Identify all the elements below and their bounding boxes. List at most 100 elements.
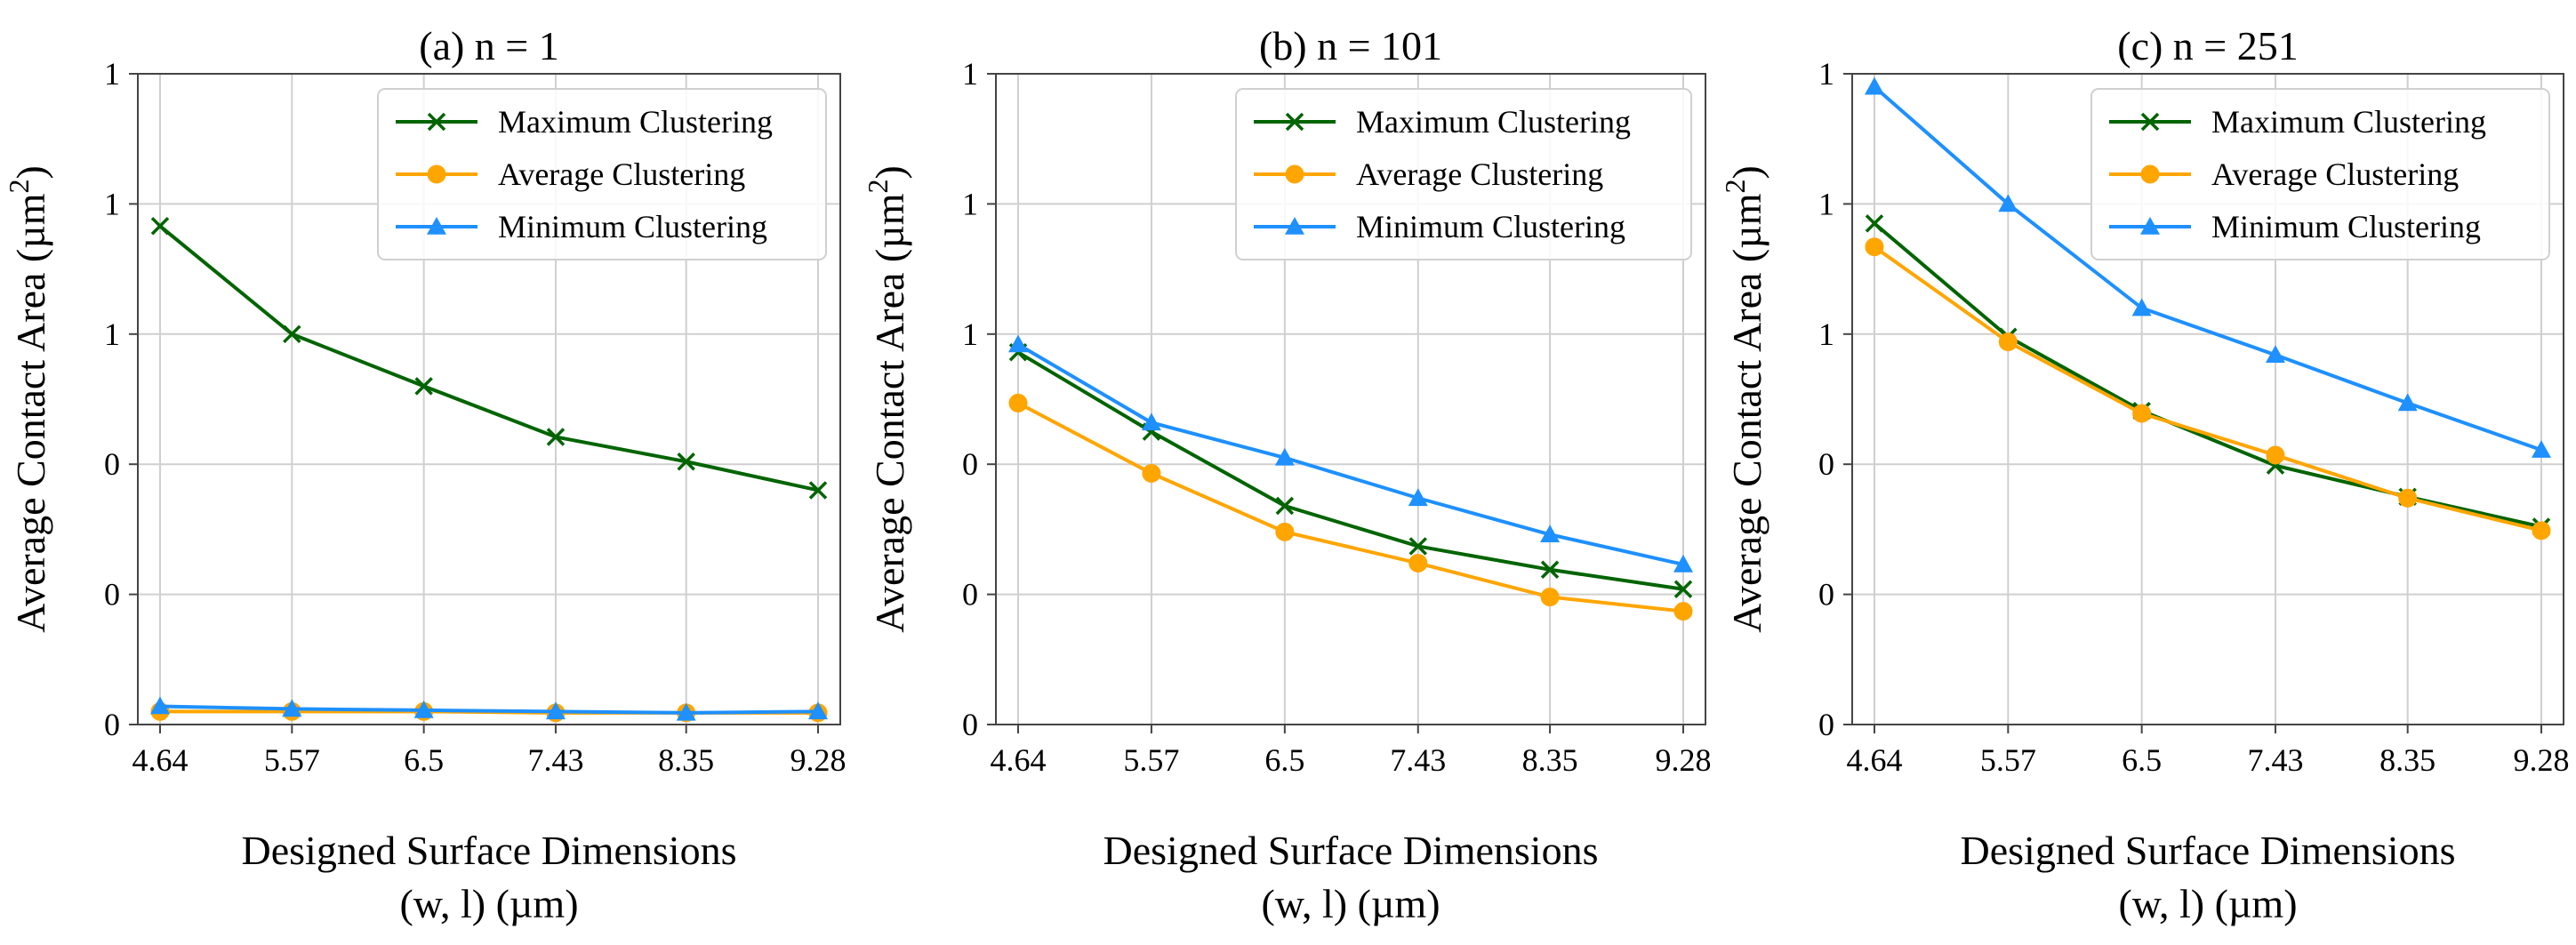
y-tick-label: 1	[1818, 316, 1834, 352]
series-line-minimum-clustering	[1873, 85, 2542, 452]
y-tick-label: 0	[104, 446, 120, 482]
legend-marker-average-clustering	[1285, 164, 1304, 184]
y-tick-label: 0	[1818, 577, 1834, 613]
series-minimum-clustering	[1008, 334, 1693, 573]
series-minimum-clustering	[1865, 76, 2551, 458]
data-point-minimum-clustering	[282, 699, 302, 717]
y-tick-label: 0	[962, 577, 978, 613]
y-axis-label: Average Contact Area (µm2)	[862, 165, 912, 633]
data-point-average-clustering	[2266, 445, 2285, 465]
series-line-maximum-clustering	[1016, 350, 1684, 591]
data-point-average-clustering	[1865, 237, 1884, 257]
legend-marker-average-clustering	[427, 164, 446, 184]
data-point-maximum-clustering	[150, 217, 170, 236]
data-point-minimum-clustering	[676, 702, 696, 721]
data-point-minimum-clustering	[413, 700, 434, 718]
legend-box	[377, 88, 827, 260]
legend-marker-maximum-clustering	[427, 112, 446, 132]
y-axis-label-close: )	[867, 165, 912, 179]
data-point-minimum-clustering	[2265, 345, 2285, 364]
legend-label-minimum-clustering: Minimum Clustering	[1356, 209, 1625, 244]
y-tick-label: 1	[1818, 186, 1834, 221]
y-tick-label: 0	[104, 707, 120, 742]
legend-box	[2090, 88, 2550, 260]
legend: Maximum Clustering Average Clustering Mini…	[377, 88, 827, 260]
x-axis-label-line1: Designed Surface Dimensions	[242, 828, 737, 873]
data-point-maximum-clustering	[283, 324, 301, 344]
y-tick-label: 1	[104, 56, 120, 92]
data-point-minimum-clustering	[1673, 554, 1693, 573]
data-point-minimum-clustering	[1998, 194, 2018, 212]
legend-label-average-clustering: Average Clustering	[2211, 156, 2459, 192]
data-point-maximum-clustering	[677, 452, 695, 471]
x-tick-label: 5.57	[264, 742, 320, 778]
plot-frame	[995, 73, 1706, 725]
data-point-maximum-clustering	[546, 428, 566, 446]
legend-marker-minimum-clustering	[1285, 217, 1304, 235]
legend-label-average-clustering: Average Clustering	[498, 156, 745, 192]
y-tick-label: 0	[104, 577, 120, 613]
data-point-average-clustering	[2132, 404, 2152, 423]
chart-panel-2: 4.64 5.57 6.5 7.43 8.35 9.28 0 0 0 1 1 1 (b) n = 101…	[862, 23, 1712, 926]
data-point-average-clustering	[1540, 588, 1560, 607]
x-tick-label: 4.64	[1847, 742, 1903, 778]
data-point-maximum-clustering	[414, 377, 433, 396]
x-axis-label-line1: Designed Surface Dimensions	[1961, 828, 2456, 873]
x-tick-label: 5.57	[1123, 742, 1179, 778]
x-tick-label: 4.64	[132, 742, 189, 778]
data-point-average-clustering	[1142, 463, 1161, 483]
legend: Maximum Clustering Average Clustering Mini…	[1235, 88, 1692, 260]
data-point-minimum-clustering	[545, 701, 566, 720]
chart-title: (b) n = 101	[1259, 23, 1442, 68]
x-tick-label: 5.57	[1980, 742, 2036, 778]
legend-label-minimum-clustering: Minimum Clustering	[498, 209, 767, 244]
series-line-minimum-clustering	[1016, 342, 1684, 566]
data-point-maximum-clustering	[1275, 496, 1295, 516]
data-point-minimum-clustering	[1408, 488, 1428, 507]
y-axis-label-close: )	[1724, 165, 1769, 179]
series-maximum-clustering	[1865, 214, 2551, 536]
y-tick-label: 1	[104, 186, 120, 221]
data-point-average-clustering	[1673, 602, 1693, 621]
legend-label-minimum-clustering: Minimum Clustering	[2211, 209, 2481, 244]
y-axis-label: Average Contact Area (µm2)	[3, 165, 53, 633]
series-line-maximum-clustering	[158, 224, 819, 493]
x-tick-label: 8.35	[658, 742, 714, 778]
data-point-minimum-clustering	[1274, 447, 1295, 466]
y-tick-label: 1	[962, 56, 978, 92]
legend-label-maximum-clustering: Maximum Clustering	[498, 104, 773, 140]
data-point-maximum-clustering	[1540, 560, 1560, 580]
y-axis-label-close: )	[8, 165, 53, 179]
y-axis-label: Average Contact Area (µm2)	[1719, 165, 1769, 633]
x-tick-label: 8.35	[1522, 742, 1578, 778]
x-tick-label: 7.43	[527, 742, 583, 778]
data-point-minimum-clustering	[1008, 334, 1028, 353]
series-line-average-clustering	[1873, 245, 2542, 533]
series-maximum-clustering	[1008, 343, 1693, 598]
y-tick-label: 1	[1818, 56, 1834, 92]
x-tick-label: 6.5	[404, 742, 444, 778]
data-point-minimum-clustering	[150, 696, 170, 715]
plot-frame	[1851, 73, 2564, 725]
data-point-minimum-clustering	[2532, 440, 2551, 458]
series-average-clustering	[1865, 237, 2551, 541]
series-minimum-clustering	[150, 696, 828, 721]
data-point-maximum-clustering	[808, 481, 828, 500]
data-point-maximum-clustering	[1865, 214, 1884, 233]
data-point-average-clustering	[2398, 488, 2418, 508]
data-point-minimum-clustering	[1865, 76, 1884, 95]
data-point-maximum-clustering	[1408, 537, 1428, 556]
y-tick-label: 0	[1818, 707, 1834, 742]
legend-marker-minimum-clustering	[2140, 217, 2160, 235]
data-point-average-clustering	[1008, 393, 1028, 412]
chart-title: (a) n = 1	[419, 23, 559, 68]
y-axis-label-superscript: 2	[3, 179, 35, 193]
data-point-maximum-clustering	[1673, 580, 1693, 598]
x-tick-label: 9.28	[2514, 742, 2570, 778]
series-average-clustering	[1008, 393, 1693, 621]
x-axis-label-line2: (w, l) (µm)	[1261, 881, 1440, 926]
x-tick-label: 9.28	[790, 742, 847, 778]
x-tick-label: 4.64	[991, 742, 1047, 778]
x-axis-label-line2: (w, l) (µm)	[2118, 881, 2297, 926]
